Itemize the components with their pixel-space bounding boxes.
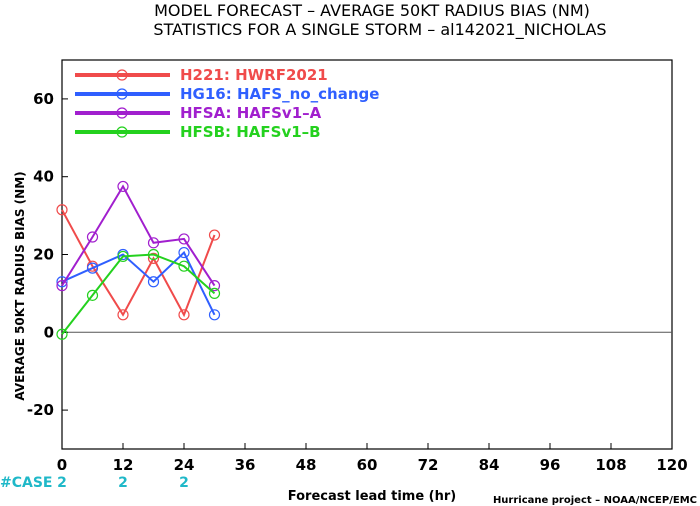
- x-tick-label: 60: [357, 456, 378, 474]
- x-tick-label: 108: [595, 456, 626, 474]
- x-tick-label: 84: [479, 456, 500, 474]
- data-point: [56, 276, 68, 288]
- data-point: [86, 231, 99, 243]
- legend-marker: [116, 126, 128, 138]
- legend-marker: [116, 69, 128, 81]
- x-tick-label: 12: [113, 456, 134, 474]
- data-point: [86, 289, 99, 301]
- data-point: [208, 287, 221, 299]
- legend-label: HG16: HAFS_no_change: [180, 85, 379, 103]
- data-point: [147, 252, 160, 264]
- data-point: [178, 246, 190, 259]
- data-point: [56, 328, 68, 340]
- case-count: 2: [118, 475, 128, 491]
- x-axis: 0 12 24 36 48 60 72 84 96 108 120: [57, 443, 688, 474]
- chart-title: MODEL FORECAST – AVERAGE 50KT RADIUS BIA…: [154, 1, 590, 20]
- series-line: [61, 209, 216, 318]
- data-point: [178, 233, 190, 245]
- x-tick-label: 0: [57, 456, 67, 474]
- data-point: [147, 237, 160, 249]
- legend-marker: [116, 88, 128, 100]
- legend-label: H221: HWRF2021: [180, 66, 328, 84]
- data-point: [208, 229, 221, 241]
- case-label: #CASE: [0, 475, 53, 491]
- x-tick-label: 96: [540, 456, 561, 474]
- data-point: [147, 276, 160, 288]
- case-counts: 2 2 2: [57, 475, 189, 491]
- credit-text: Hurricane project – NOAA/NCEP/EMC: [493, 495, 697, 506]
- data-point: [178, 260, 190, 272]
- y-tick-label: 40: [33, 168, 54, 186]
- y-tick-label: -20: [27, 401, 54, 419]
- data-point: [56, 280, 68, 292]
- case-count: 2: [179, 475, 189, 491]
- series-line: [61, 253, 216, 335]
- y-tick-label: 60: [33, 90, 54, 108]
- data-point: [208, 309, 221, 321]
- data-point: [117, 180, 129, 193]
- legend-marker: [116, 107, 128, 119]
- data-point: [56, 204, 68, 216]
- x-tick-label: 120: [656, 456, 687, 474]
- legend-label: HFSB: HAFSv1–B: [180, 123, 321, 141]
- y-tick-label: 0: [44, 323, 54, 341]
- data-point: [117, 309, 129, 321]
- data-point: [178, 309, 190, 321]
- data-point: [117, 250, 129, 263]
- legend-label: HFSA: HAFSv1–A: [180, 104, 322, 122]
- data-point: [147, 248, 160, 261]
- chart-subtitle: STATISTICS FOR A SINGLE STORM – al142021…: [153, 20, 606, 40]
- y-axis: -20 0 20 40 60: [27, 90, 68, 419]
- x-tick-label: 36: [235, 456, 256, 474]
- y-axis-label: AVERAGE 50KT RADIUS BIAS (NM): [13, 171, 27, 400]
- y-tick-label: 20: [33, 246, 54, 264]
- x-tick-label: 24: [174, 456, 195, 474]
- series-line: [61, 184, 216, 287]
- series-group: [56, 180, 221, 340]
- x-tick-label: 72: [418, 456, 439, 474]
- data-point: [86, 262, 99, 274]
- x-axis-label: Forecast lead time (hr): [288, 489, 456, 504]
- case-count: 2: [57, 475, 67, 491]
- x-tick-label: 48: [296, 456, 317, 474]
- data-point: [208, 280, 221, 292]
